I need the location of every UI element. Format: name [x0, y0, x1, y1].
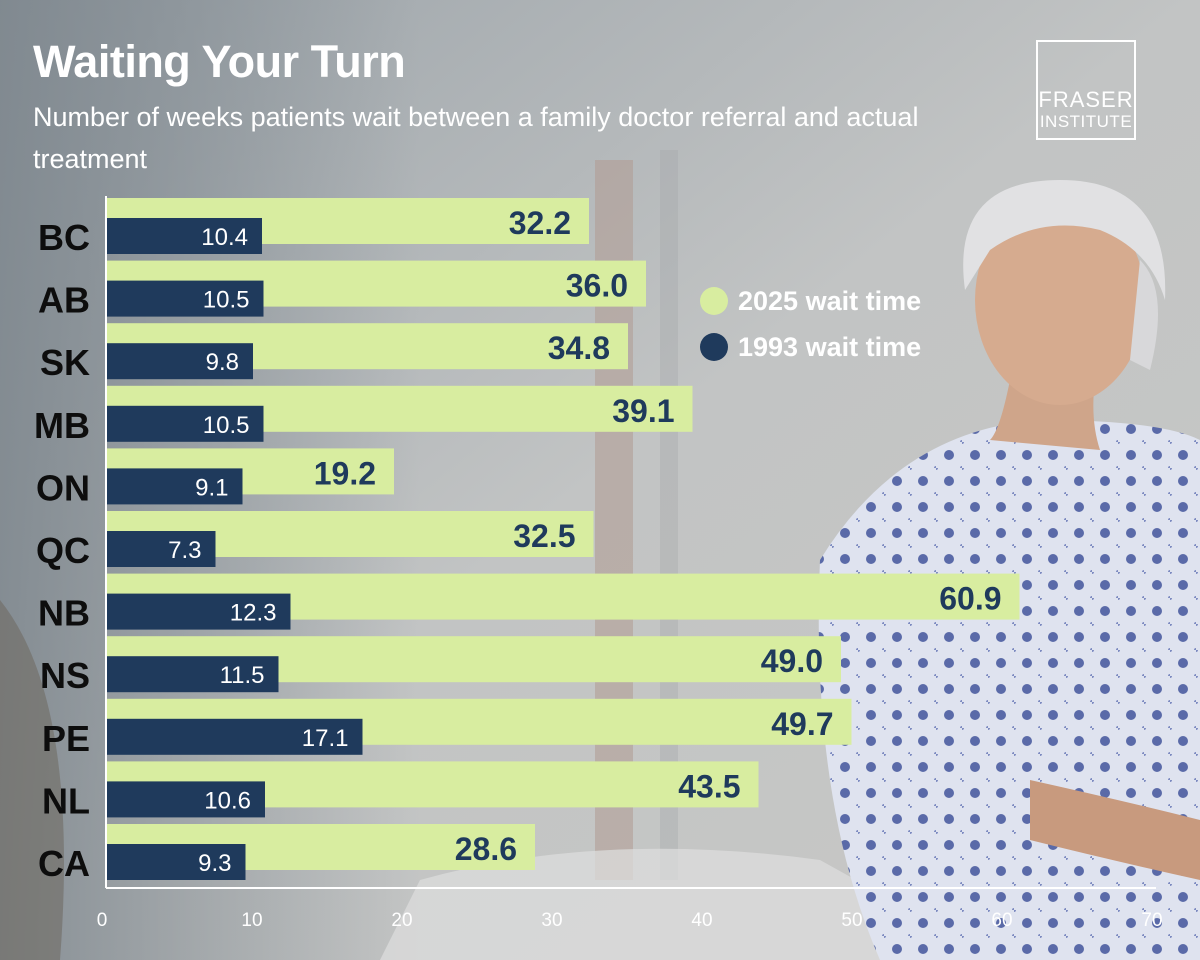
- x-tick-label-60: 60: [991, 910, 1012, 931]
- category-label-nl: NL: [42, 780, 90, 821]
- category-label-on: ON: [36, 467, 90, 508]
- bar-1993-nb: [106, 593, 291, 630]
- chart-title: Waiting Your Turn: [33, 36, 406, 87]
- fraser-institute-logo: FRASER INSTITUTE: [1036, 40, 1136, 140]
- chart-subtitle: Number of weeks patients wait between a …: [33, 102, 919, 174]
- x-tick-label-10: 10: [241, 910, 262, 931]
- category-label-nb: NB: [38, 593, 90, 634]
- value-label-2025-ca: 28.6: [455, 831, 517, 867]
- value-label-1993-ca: 9.3: [198, 850, 231, 877]
- legend-label-2025: 2025 wait time: [738, 285, 922, 316]
- value-label-1993-mb: 10.5: [203, 412, 250, 439]
- x-tick-label-70: 70: [1141, 910, 1162, 931]
- x-tick-label-20: 20: [391, 910, 412, 931]
- category-label-mb: MB: [34, 405, 90, 446]
- value-label-1993-nl: 10.6: [204, 787, 251, 814]
- category-label-ns: NS: [40, 655, 90, 696]
- category-label-pe: PE: [42, 718, 90, 759]
- legend-swatch-2025: [700, 287, 728, 315]
- value-label-2025-ab: 36.0: [566, 268, 628, 304]
- value-label-1993-qc: 7.3: [168, 537, 201, 564]
- value-label-2025-nl: 43.5: [678, 768, 740, 804]
- chart-legend: 2025 wait time 1993 wait time: [700, 278, 921, 370]
- value-label-1993-ab: 10.5: [203, 287, 250, 314]
- category-label-bc: BC: [38, 217, 90, 258]
- bar-1993-mb: [106, 405, 264, 442]
- bar-1993-qc: [106, 531, 216, 567]
- value-label-2025-ns: 49.0: [761, 643, 823, 679]
- value-label-2025-mb: 39.1: [612, 393, 674, 429]
- bar-1993-ca: [106, 844, 246, 880]
- bar-1993-ab: [106, 280, 264, 317]
- value-label-1993-ns: 11.5: [220, 662, 265, 689]
- value-label-1993-pe: 17.1: [302, 725, 349, 752]
- value-label-1993-nb: 12.3: [230, 600, 277, 627]
- value-label-1993-sk: 9.8: [206, 349, 239, 376]
- legend-label-1993: 1993 wait time: [738, 331, 922, 362]
- category-label-qc: QC: [36, 530, 90, 571]
- legend-swatch-1993: [700, 333, 728, 361]
- category-label-sk: SK: [40, 342, 90, 383]
- x-tick-label-40: 40: [691, 910, 712, 931]
- logo-line-2: INSTITUTE: [1039, 112, 1133, 131]
- bar-1993-sk: [106, 343, 253, 380]
- x-tick-label-30: 30: [541, 910, 562, 931]
- x-tick-label-0: 0: [97, 910, 108, 931]
- value-label-2025-nb: 60.9: [939, 581, 1001, 617]
- value-label-2025-qc: 32.5: [513, 518, 575, 554]
- bar-1993-bc: [106, 218, 262, 254]
- logo-line-1: FRASER: [1038, 87, 1134, 112]
- value-label-2025-sk: 34.8: [548, 330, 610, 366]
- value-label-2025-on: 19.2: [314, 455, 376, 491]
- bar-1993-on: [106, 468, 243, 505]
- category-label-ca: CA: [38, 843, 90, 884]
- x-tick-label-50: 50: [841, 910, 862, 931]
- bar-1993-pe: [106, 718, 363, 755]
- value-label-1993-on: 9.1: [195, 474, 228, 501]
- category-label-ab: AB: [38, 280, 90, 321]
- value-label-1993-bc: 10.4: [201, 224, 248, 251]
- value-label-2025-pe: 49.7: [771, 706, 833, 742]
- value-label-2025-bc: 32.2: [509, 205, 571, 241]
- legend-item-2025: 2025 wait time: [700, 278, 921, 324]
- bar-1993-nl: [106, 781, 265, 818]
- bar-1993-ns: [106, 656, 279, 693]
- legend-item-1993: 1993 wait time: [700, 324, 921, 370]
